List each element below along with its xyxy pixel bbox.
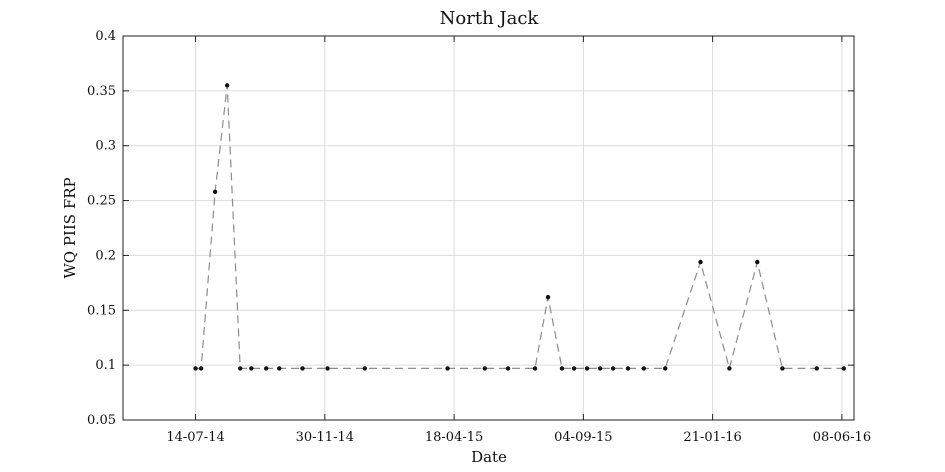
data-point [237, 366, 243, 371]
data-point [445, 366, 450, 371]
plot-frame [122, 35, 855, 421]
data-point [625, 366, 631, 371]
x-tick-label: 14-07-14 [166, 430, 224, 445]
data-point [641, 366, 647, 371]
x-tick-label: 21-01-16 [683, 430, 741, 445]
x-axis-label: Date [471, 448, 507, 466]
data-point [814, 366, 819, 371]
data-point [193, 366, 198, 371]
data-point [505, 366, 511, 371]
data-point [482, 366, 487, 371]
grid-lines [123, 35, 854, 421]
y-tick-label: 0.2 [95, 248, 116, 263]
axis-ticks [123, 35, 854, 421]
x-tick-label: 18-04-15 [425, 430, 483, 445]
y-tick-label: 0.25 [87, 194, 116, 209]
y-tick-label: 0.05 [87, 413, 116, 428]
y-tick-labels: 0.05 0.1 0.15 0.2 0.25 0.3 0.35 0.4 [87, 29, 116, 428]
x-tick-labels: 14-07-14 30-11-14 18-04-15 04-09-15 21-01-16… [166, 430, 871, 445]
data-point [545, 294, 551, 300]
data-points [193, 83, 846, 371]
data-point [727, 366, 732, 371]
data-point [224, 83, 230, 88]
data-point [755, 259, 760, 265]
y-tick-label: 0.15 [87, 303, 116, 318]
data-point [841, 366, 846, 371]
data-point [571, 366, 577, 371]
data-point [780, 366, 785, 371]
data-point [325, 366, 330, 371]
data-point [264, 366, 269, 371]
series-line [195, 85, 844, 371]
data-point [597, 366, 603, 371]
y-tick-label: 0.35 [87, 84, 116, 99]
data-point [698, 259, 703, 265]
x-tick-label: 04-09-15 [554, 430, 612, 445]
y-tick-label: 0.1 [95, 358, 116, 373]
data-point [584, 366, 590, 371]
data-point [663, 366, 668, 371]
x-tick-label: 08-06-16 [813, 430, 871, 445]
y-tick-label: 0.4 [95, 29, 116, 44]
data-point [300, 366, 305, 371]
data-point [532, 366, 538, 371]
data-point [277, 366, 282, 371]
x-tick-label: 30-11-14 [296, 430, 354, 445]
data-point [212, 189, 218, 194]
y-axis-label: WQ PIIS FRP [61, 177, 79, 278]
y-tick-label: 0.3 [95, 139, 116, 154]
data-point [198, 366, 204, 371]
data-point [559, 366, 565, 371]
data-point [362, 366, 368, 371]
data-point [249, 366, 254, 371]
chart-title: North Jack [440, 8, 540, 29]
data-point [610, 366, 616, 371]
